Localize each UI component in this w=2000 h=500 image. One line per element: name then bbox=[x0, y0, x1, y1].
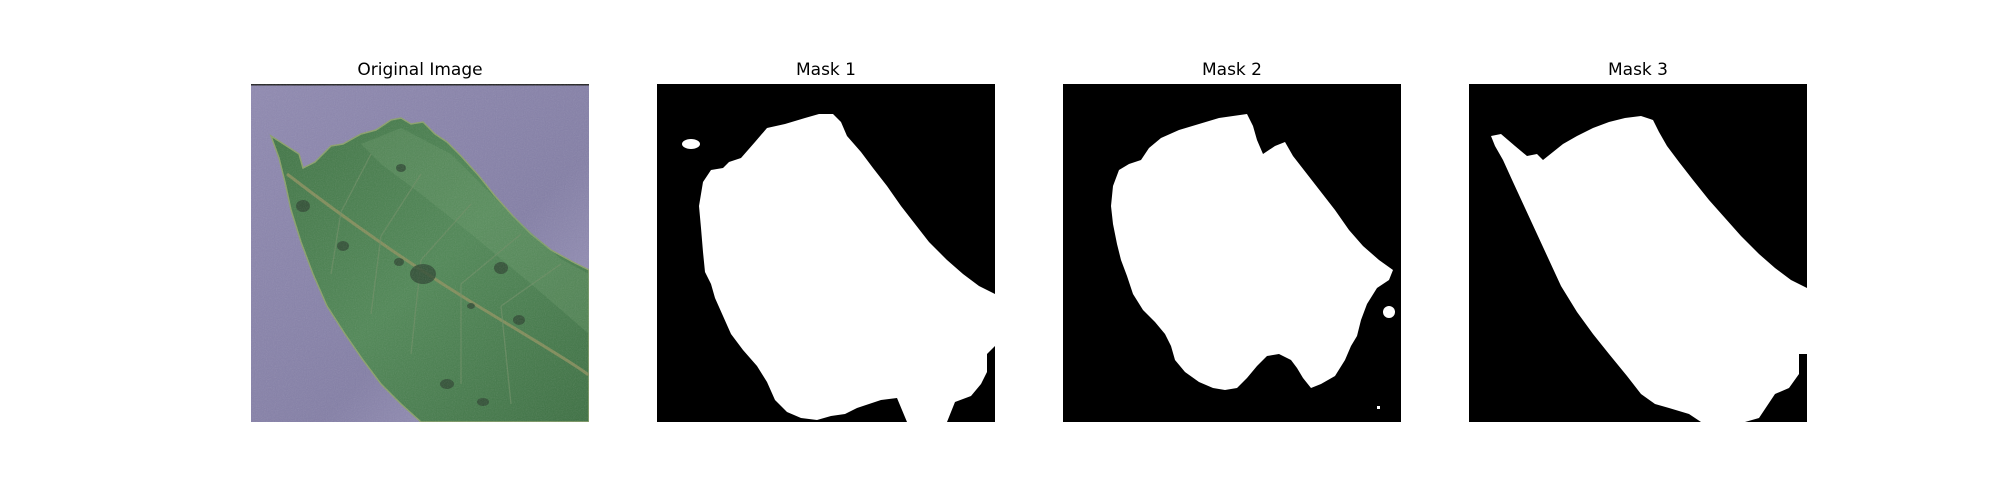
mask-2-blob bbox=[1383, 306, 1395, 318]
original-image-title: Original Image bbox=[251, 60, 589, 84]
mask-2-image bbox=[1063, 84, 1401, 422]
mask-1-blob bbox=[682, 139, 700, 149]
mask-3-panel: Mask 3 bbox=[1469, 60, 1807, 422]
mask-1-image bbox=[657, 84, 995, 422]
original-image-panel: Original Image bbox=[251, 60, 589, 422]
mask-3-title: Mask 3 bbox=[1469, 60, 1807, 84]
mask-2-panel: Mask 2 bbox=[1063, 60, 1401, 422]
mask-1-panel: Mask 1 bbox=[657, 60, 995, 422]
mask-3-image bbox=[1469, 84, 1807, 422]
mask-1-title: Mask 1 bbox=[657, 60, 995, 84]
mask-2-title: Mask 2 bbox=[1063, 60, 1401, 84]
leaf-photo bbox=[251, 84, 589, 422]
